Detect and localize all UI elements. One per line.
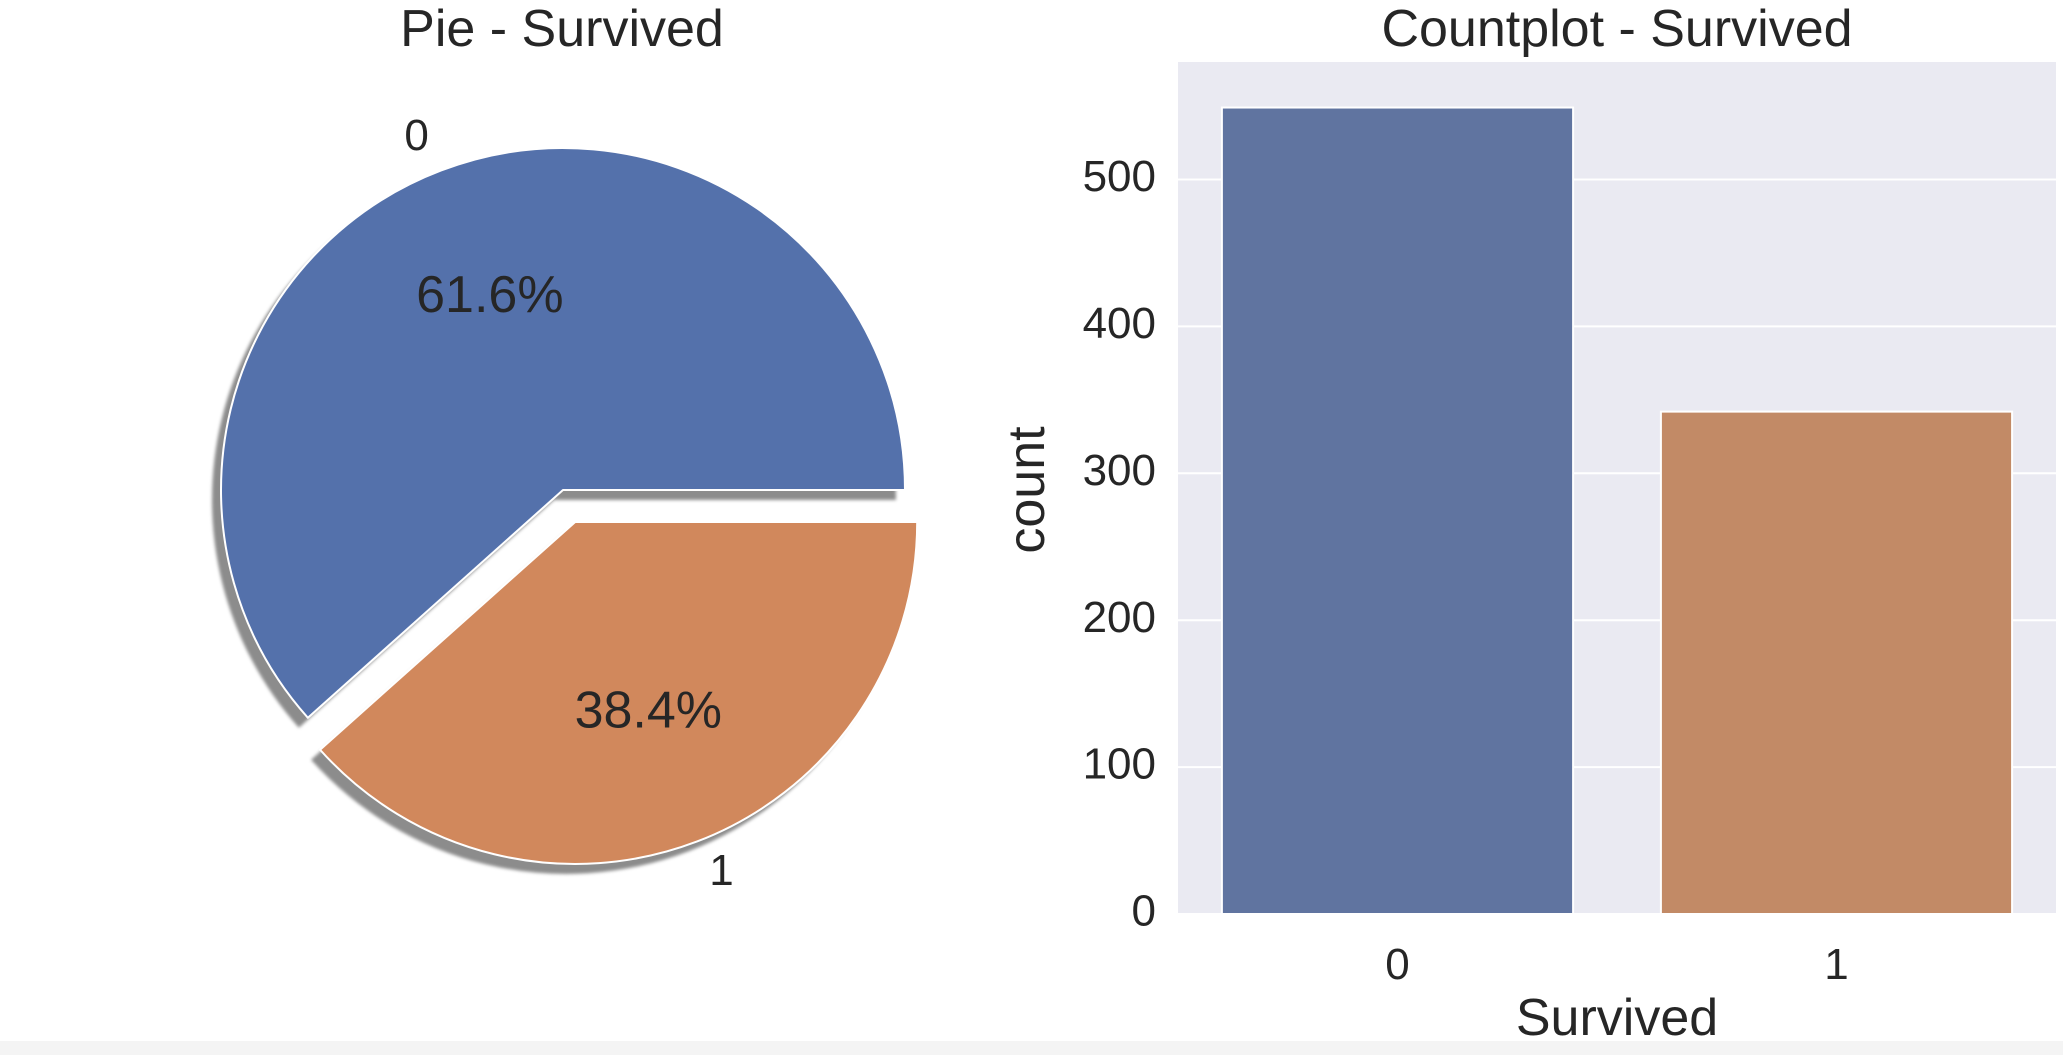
bar-y-tick-label-5: 500 xyxy=(1083,152,1156,201)
bar-x-axis-label: Survived xyxy=(1516,989,1718,1047)
bar-1 xyxy=(1659,410,2014,915)
bar-title: Countplot - Survived xyxy=(1381,0,1852,58)
pie-label-1: 1 xyxy=(709,846,733,895)
bar-0 xyxy=(1220,106,1575,916)
pie-chart: Pie - Survived 0 61.6% 1 38.4% xyxy=(211,0,919,895)
pie-slice-0 xyxy=(220,147,906,719)
bar-y-axis-label: count xyxy=(998,426,1056,554)
pie-label-0: 0 xyxy=(404,111,428,160)
pie-slice-1 xyxy=(319,520,919,865)
bar-y-tick-label-3: 300 xyxy=(1083,446,1156,495)
bar-y-tick-label-1: 100 xyxy=(1083,740,1156,789)
bar-y-tick-label-2: 200 xyxy=(1083,593,1156,642)
bar-bars xyxy=(1220,106,2014,916)
pie-slices xyxy=(220,147,919,865)
pie-pct-label-1: 38.4% xyxy=(575,681,722,739)
window-bottom-strip xyxy=(0,1041,2063,1055)
bar-y-ticks: 0 100 200 300 400 500 xyxy=(1083,152,1156,935)
pie-pct-label-0: 61.6% xyxy=(416,266,563,324)
bar-x-tick-label-0: 0 xyxy=(1385,940,1409,989)
bar-y-tick-label-4: 400 xyxy=(1083,299,1156,348)
pie-title: Pie - Survived xyxy=(400,0,724,58)
bar-y-tick-label-0: 0 xyxy=(1132,887,1156,936)
bar-x-tick-label-1: 1 xyxy=(1824,940,1848,989)
pie-labels: 0 61.6% 1 38.4% xyxy=(404,111,733,895)
